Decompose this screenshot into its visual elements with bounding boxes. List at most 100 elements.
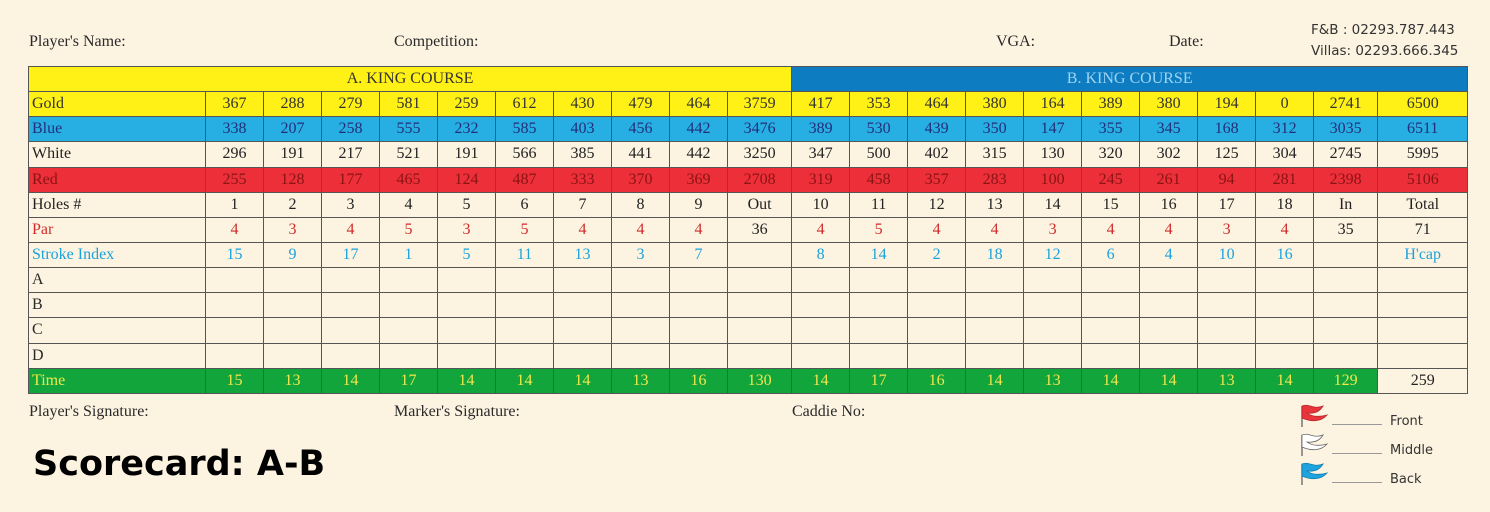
- score-cell[interactable]: [726, 292, 793, 319]
- score-cell[interactable]: [495, 342, 554, 369]
- score-cell[interactable]: [849, 317, 909, 344]
- score-cell[interactable]: [791, 292, 851, 319]
- score-cell[interactable]: [726, 317, 793, 344]
- score-cell[interactable]: [965, 342, 1025, 369]
- score-cell[interactable]: [321, 342, 380, 369]
- score-cell[interactable]: [321, 317, 380, 344]
- score-cell[interactable]: [553, 292, 612, 319]
- score-cell[interactable]: [611, 317, 670, 344]
- score-cell[interactable]: [791, 267, 851, 294]
- score-cell[interactable]: [1377, 267, 1469, 294]
- time-row-cell: 129: [1313, 367, 1379, 395]
- tee-row-gold-cell: 2741: [1313, 91, 1379, 118]
- score-cell[interactable]: [1023, 317, 1083, 344]
- score-cell[interactable]: [1023, 292, 1083, 319]
- score-cell[interactable]: [495, 292, 554, 319]
- tee-row-white-cell: 347: [791, 141, 851, 168]
- score-cell[interactable]: [1081, 342, 1141, 369]
- score-cell[interactable]: [1313, 317, 1379, 344]
- score-cell[interactable]: [611, 267, 670, 294]
- score-cell[interactable]: [907, 292, 967, 319]
- score-cell[interactable]: [1139, 292, 1199, 319]
- score-cell[interactable]: [1255, 267, 1315, 294]
- score-cell[interactable]: [1197, 292, 1257, 319]
- score-cell[interactable]: [1377, 317, 1469, 344]
- score-cell[interactable]: [965, 317, 1025, 344]
- score-cell[interactable]: [1255, 342, 1315, 369]
- score-cell[interactable]: [263, 342, 322, 369]
- score-cell[interactable]: [849, 267, 909, 294]
- score-cell[interactable]: [669, 342, 728, 369]
- score-cell[interactable]: [1139, 342, 1199, 369]
- score-cell[interactable]: [321, 292, 380, 319]
- score-cell[interactable]: [791, 317, 851, 344]
- score-cell[interactable]: [1139, 317, 1199, 344]
- score-cell[interactable]: [553, 267, 612, 294]
- score-cell[interactable]: [437, 292, 496, 319]
- score-cell[interactable]: [379, 292, 438, 319]
- score-cell[interactable]: [1197, 267, 1257, 294]
- score-cell[interactable]: [1023, 342, 1083, 369]
- score-cell[interactable]: [669, 292, 728, 319]
- score-cell[interactable]: [263, 317, 322, 344]
- score-cell[interactable]: [669, 317, 728, 344]
- score-cell[interactable]: [205, 317, 264, 344]
- score-cell[interactable]: [965, 267, 1025, 294]
- score-cell[interactable]: [553, 317, 612, 344]
- score-cell[interactable]: [1377, 292, 1469, 319]
- score-cell[interactable]: [205, 342, 264, 369]
- score-cell[interactable]: [263, 292, 322, 319]
- score-cell[interactable]: [1313, 342, 1379, 369]
- score-cell[interactable]: [726, 267, 793, 294]
- holes-row-cell: 18: [1255, 191, 1315, 218]
- score-cell[interactable]: [1255, 292, 1315, 319]
- score-cell[interactable]: [1197, 317, 1257, 344]
- score-cell[interactable]: [553, 342, 612, 369]
- tee-row-white-cell: 191: [263, 141, 322, 168]
- score-cell[interactable]: [611, 292, 670, 319]
- score-cell[interactable]: [849, 292, 909, 319]
- score-cell[interactable]: [437, 317, 496, 344]
- score-cell[interactable]: [669, 267, 728, 294]
- score-cell[interactable]: [1081, 317, 1141, 344]
- score-cell[interactable]: [907, 342, 967, 369]
- score-cell[interactable]: [321, 267, 380, 294]
- stroke-index-row-cell: [1313, 241, 1379, 269]
- score-cell[interactable]: [1313, 292, 1379, 319]
- tee-row-blue-cell: 312: [1255, 116, 1315, 143]
- tee-row-gold-cell: 479: [611, 91, 670, 118]
- score-cell[interactable]: [1139, 267, 1199, 294]
- score-cell[interactable]: [907, 317, 967, 344]
- score-cell[interactable]: [1081, 292, 1141, 319]
- score-cell[interactable]: [205, 267, 264, 294]
- score-cell[interactable]: [1377, 342, 1469, 369]
- score-cell[interactable]: [965, 292, 1025, 319]
- score-cell[interactable]: [205, 292, 264, 319]
- score-cell[interactable]: [1023, 267, 1083, 294]
- par-row-cell: 5: [849, 216, 909, 243]
- holes-row-cell: 14: [1023, 191, 1083, 218]
- score-cell[interactable]: [263, 267, 322, 294]
- score-cell[interactable]: [1081, 267, 1141, 294]
- blue-flag-icon: [1301, 462, 1329, 485]
- score-cell[interactable]: [907, 267, 967, 294]
- score-cell[interactable]: [495, 317, 554, 344]
- score-cell[interactable]: [1255, 317, 1315, 344]
- score-cell[interactable]: [791, 342, 851, 369]
- tee-row-blue-cell: 389: [791, 116, 851, 143]
- score-cell[interactable]: [379, 342, 438, 369]
- player-row-label: C: [28, 317, 206, 344]
- holes-row-cell: In: [1313, 191, 1379, 218]
- score-cell[interactable]: [379, 317, 438, 344]
- time-row-cell: 14: [791, 367, 851, 395]
- score-cell[interactable]: [1197, 342, 1257, 369]
- score-cell[interactable]: [849, 342, 909, 369]
- tee-row-blue-cell: 345: [1139, 116, 1199, 143]
- score-cell[interactable]: [1313, 267, 1379, 294]
- score-cell[interactable]: [379, 267, 438, 294]
- score-cell[interactable]: [726, 342, 793, 369]
- score-cell[interactable]: [437, 342, 496, 369]
- score-cell[interactable]: [611, 342, 670, 369]
- score-cell[interactable]: [495, 267, 554, 294]
- score-cell[interactable]: [437, 267, 496, 294]
